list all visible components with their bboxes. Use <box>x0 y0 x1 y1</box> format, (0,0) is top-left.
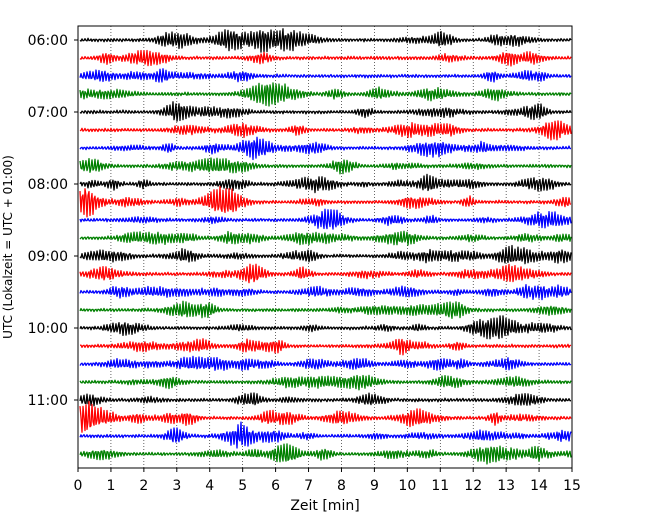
x-tick-label: 11 <box>431 478 449 494</box>
y-axis-label: UTC (Lokalzeit = UTC + 01:00) <box>1 155 15 339</box>
seismic-trace <box>79 374 572 391</box>
x-tick-label: 0 <box>74 478 83 494</box>
seismic-trace <box>79 28 572 53</box>
x-tick-label: 10 <box>398 478 416 494</box>
x-tick-label: 13 <box>497 478 515 494</box>
x-tick-label: 15 <box>563 478 581 494</box>
y-tick-label: 07:00 <box>28 105 68 121</box>
seismic-trace <box>79 355 572 371</box>
seismic-trace <box>79 300 572 320</box>
x-tick-label: 14 <box>530 478 548 494</box>
x-tick-label: 1 <box>106 478 115 494</box>
seismic-trace <box>79 136 572 161</box>
seismic-trace <box>79 68 572 83</box>
x-tick-label: 5 <box>238 478 247 494</box>
x-tick-label: 9 <box>370 478 379 494</box>
seismic-trace <box>79 400 572 433</box>
seismic-trace <box>79 157 572 175</box>
x-axis-ticks: 0 1 2 3 4 5 6 7 8 9 10 11 12 13 14 15 <box>74 468 581 494</box>
y-tick-label: 10:00 <box>28 321 68 337</box>
seismic-trace <box>79 208 572 230</box>
x-tick-label: 7 <box>304 478 313 494</box>
x-tick-label: 8 <box>337 478 346 494</box>
seismic-trace <box>79 185 572 218</box>
seismic-trace <box>79 230 572 246</box>
seismic-trace <box>79 263 572 284</box>
seismic-trace <box>79 120 572 141</box>
y-tick-label: 11:00 <box>28 393 68 409</box>
y-tick-label: 06:00 <box>28 33 68 49</box>
x-tick-label: 6 <box>271 478 280 494</box>
x-tick-label: 2 <box>139 478 148 494</box>
x-axis-label: Zeit [min] <box>290 498 359 514</box>
seismic-trace <box>79 392 572 407</box>
seismic-trace <box>79 49 572 67</box>
seismic-trace <box>79 443 572 465</box>
x-tick-label: 4 <box>205 478 214 494</box>
y-tick-label: 08:00 <box>28 177 68 193</box>
trace-group <box>79 28 572 465</box>
seismic-trace <box>79 421 572 449</box>
seismic-trace <box>79 338 572 356</box>
seismic-trace <box>79 82 572 107</box>
seismic-trace <box>79 284 572 301</box>
seismic-trace <box>79 101 572 122</box>
seismic-trace <box>79 315 572 340</box>
seismic-trace <box>79 173 572 194</box>
y-axis-ticks: 06:00 07:00 08:00 09:00 10:00 11:00 <box>28 33 78 409</box>
vertical-grid <box>110 26 540 468</box>
x-tick-label: 3 <box>172 478 181 494</box>
plot-frame <box>77 25 573 469</box>
y-tick-label: 09:00 <box>28 249 68 265</box>
x-tick-label: 12 <box>464 478 482 494</box>
seismic-trace <box>79 244 572 265</box>
